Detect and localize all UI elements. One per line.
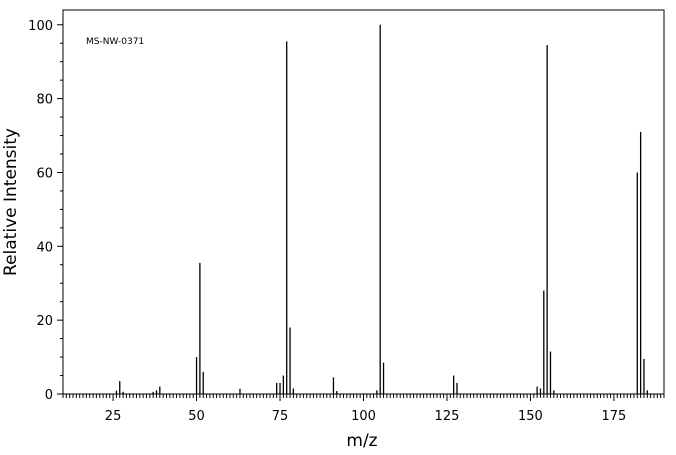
x-tick-label: 125 <box>435 409 460 424</box>
plot-frame <box>62 9 665 395</box>
y-axis-label: Relative Intensity <box>1 128 21 276</box>
x-axis-ticks: 25 50 75 100 125 150 175 <box>62 394 665 424</box>
x-tick-label: 75 <box>272 409 289 424</box>
y-tick-label: 0 <box>45 388 53 403</box>
x-tick-label: 100 <box>351 409 376 424</box>
y-tick-label: 40 <box>36 240 53 255</box>
x-tick-label: 50 <box>188 409 205 424</box>
y-tick-label: 60 <box>36 166 53 181</box>
x-tick-label: 150 <box>518 409 543 424</box>
y-tick-label: 100 <box>28 19 53 34</box>
spectrum-id-label: MS-NW-0371 <box>86 37 144 47</box>
y-tick-label: 20 <box>36 314 53 329</box>
y-axis-ticks: 0 20 40 60 80 100 <box>28 19 63 403</box>
x-axis-label: m/z <box>346 431 377 451</box>
x-tick-label: 175 <box>602 409 627 424</box>
spectrum-peaks <box>115 24 648 394</box>
x-tick-label: 25 <box>105 409 122 424</box>
y-tick-label: 80 <box>36 93 53 108</box>
